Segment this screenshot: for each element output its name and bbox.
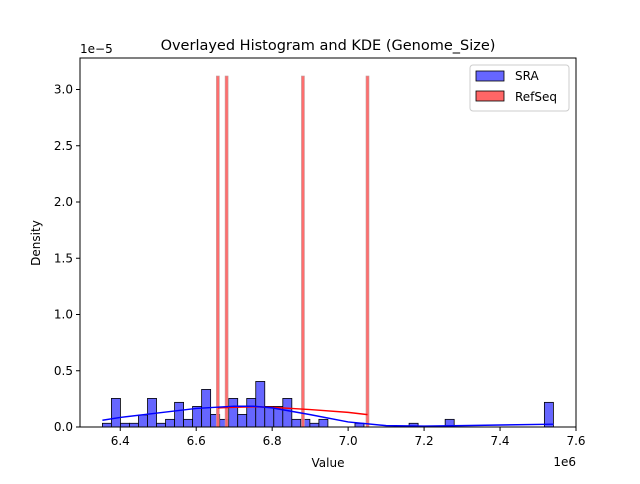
bar-sra [543,401,554,428]
x-tick-label: 6.4 [111,434,130,448]
x-tick-label: 7.6 [566,434,585,448]
bar-sra [111,398,121,428]
bar-sra [120,422,130,428]
bar-sra [228,398,239,428]
y-axis: 0.0 0.5 1.0 1.5 2.0 2.5 3.0 [54,83,80,434]
x-tick-label: 7.0 [339,434,358,448]
x-tick-label: 6.8 [263,434,282,448]
x-tick-label: 7.4 [490,434,509,448]
y-tick-label: 0.0 [54,420,73,434]
y-tick-label: 1.0 [54,308,73,322]
bar-refseq [224,75,229,428]
bar-sra [255,381,266,428]
bar-sra [309,422,320,428]
kde-line-refseq [217,405,368,416]
bars [102,75,554,428]
bar-sra [237,413,248,428]
bar-sra [246,398,257,428]
y-axis-label: Density [29,220,43,266]
bar-sra [183,418,194,428]
x-axis: 6.4 6.6 6.8 7.0 7.2 7.4 7.6 [111,427,586,448]
legend-swatch-refseq [475,90,505,102]
bar-sra [264,406,275,428]
bar-sra [192,406,203,428]
x-offset-label: 1e6 [553,455,576,469]
bar-sra [138,414,148,428]
bar-sra [129,422,139,428]
x-axis-label: Value [312,456,345,470]
bar-sra [282,398,293,428]
x-tick-label: 7.2 [415,434,434,448]
plot-frame [79,57,577,428]
bar-sra [165,418,175,428]
y-tick-label: 0.5 [54,364,73,378]
bar-sra [102,422,112,428]
bar-refseq [365,75,370,428]
kde-lines [102,405,554,427]
x-tick-label: 6.6 [187,434,206,448]
bar-refseq [216,75,220,428]
chart-title: Overlayed Histogram and KDE (Genome_Size… [161,38,496,54]
y-tick-label: 2.0 [54,195,73,209]
y-offset-label: 1e−5 [80,42,113,56]
bar-sra [174,401,184,428]
kde-line-sra [102,405,554,427]
bar-refseq [301,75,305,428]
bar-sra [156,422,166,428]
bar-sra [318,418,329,428]
y-tick-label: 3.0 [54,83,73,97]
legend-label-sra: SRA [515,69,539,83]
legend: SRA RefSeq [469,64,570,112]
y-tick-label: 1.5 [54,251,73,265]
legend-label-refseq: RefSeq [515,90,557,104]
legend-swatch-sra [475,70,505,82]
bar-sra [291,418,302,428]
y-tick-label: 2.5 [54,139,73,153]
